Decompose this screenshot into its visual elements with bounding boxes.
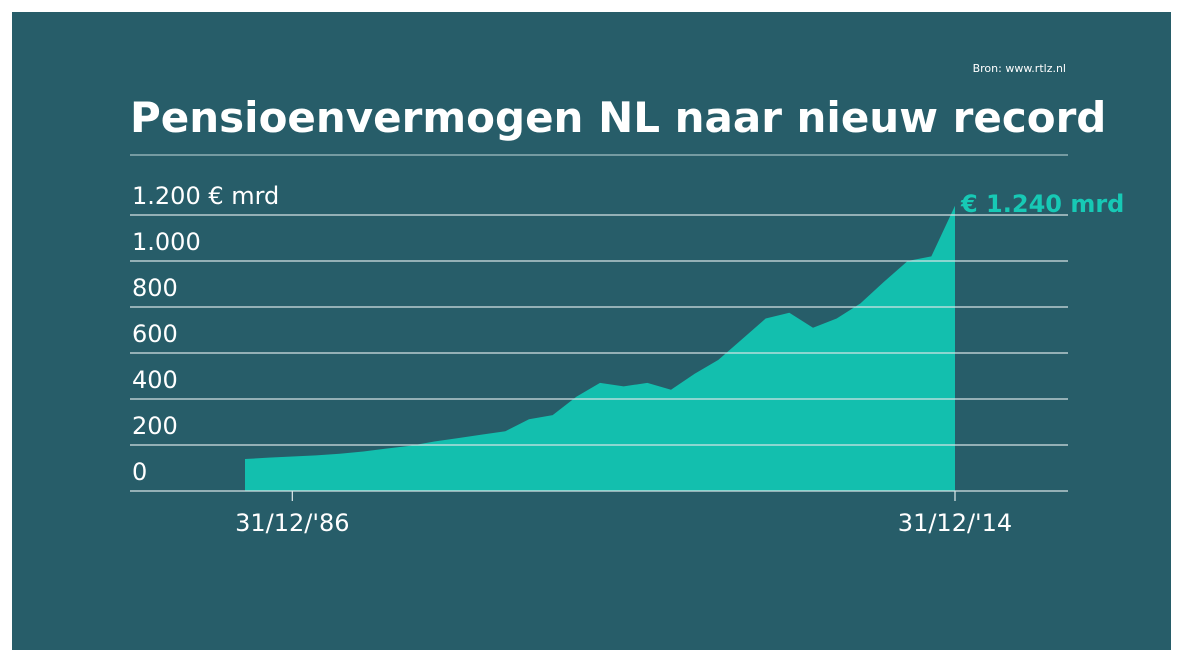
panel <box>12 12 1171 650</box>
area <box>245 205 955 492</box>
y-tick-label: 800 <box>132 274 178 302</box>
y-tick-label: 0 <box>132 458 147 486</box>
y-tick-label: 1.200 € mrd <box>132 182 279 210</box>
y-tick-label: 400 <box>132 366 178 394</box>
y-tick-label: 600 <box>132 320 178 348</box>
data-label: € 1.240 mrd <box>960 190 1124 218</box>
x-tick-label: 31/12/'86 <box>235 509 349 537</box>
chart-title: Pensioenvermogen NL naar nieuw record <box>130 93 1106 142</box>
y-tick-label: 200 <box>132 412 178 440</box>
x-tick-label: 31/12/'14 <box>898 509 1012 537</box>
source: Bron: www.rtlz.nl <box>973 62 1066 75</box>
y-tick-label: 1.000 <box>132 228 201 256</box>
